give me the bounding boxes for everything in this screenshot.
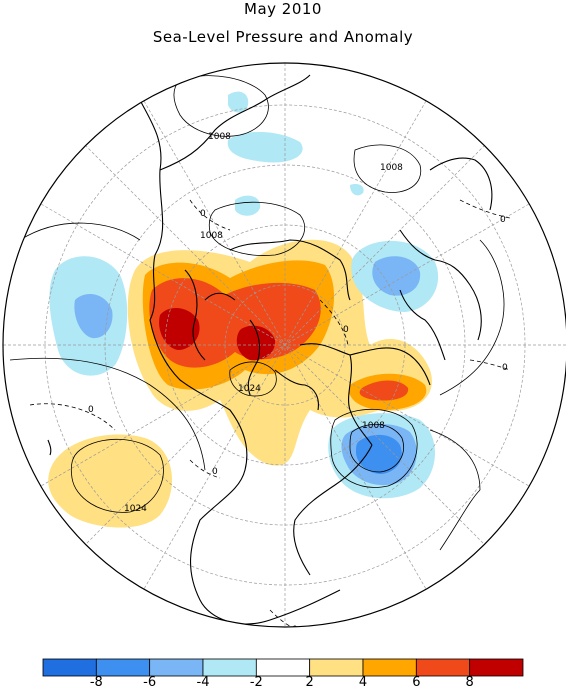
colorbar-tick-label: -8 bbox=[90, 675, 103, 688]
contour-label: 0 bbox=[343, 325, 349, 335]
colorbar-swatch bbox=[309, 658, 364, 677]
colorbar-tick-label: -6 bbox=[143, 675, 156, 688]
colorbar-swatch bbox=[42, 658, 97, 677]
contour-label: 0 bbox=[502, 363, 508, 373]
anomaly-positive-region bbox=[48, 434, 172, 528]
colorbar-swatch bbox=[255, 658, 311, 677]
graticule bbox=[3, 63, 566, 627]
map-subtitle: Sea-Level Pressure and Anomaly bbox=[152, 28, 414, 46]
colorbar-swatch bbox=[95, 658, 151, 677]
anomaly-positive-region bbox=[159, 308, 200, 350]
colorbar-tick-labels: -8 -6 -4 -2 2 4 6 8 bbox=[90, 675, 474, 688]
map-boundary bbox=[2, 62, 566, 628]
contour-label: 1008 bbox=[200, 231, 223, 241]
contour-label: 1024 bbox=[238, 384, 261, 394]
contour-label: 1008 bbox=[208, 132, 231, 142]
colorbar-tick-label: 2 bbox=[306, 675, 314, 688]
contour-label: 0 bbox=[212, 467, 218, 477]
anomaly-positive-region bbox=[149, 278, 321, 368]
contour-label: 1008 bbox=[362, 421, 385, 431]
colorbar-swatch bbox=[149, 658, 204, 677]
coastlines bbox=[47, 74, 493, 625]
contour-label: 0 bbox=[292, 625, 298, 635]
anomaly-negative-region bbox=[372, 256, 421, 296]
contour-label: 0 bbox=[200, 209, 206, 219]
colorbar-swatches bbox=[42, 658, 524, 677]
anomaly-positive-region bbox=[236, 325, 276, 361]
colorbar-swatch bbox=[362, 658, 417, 677]
slp-contours-dashed bbox=[29, 199, 511, 627]
colorbar-tick-label: 6 bbox=[412, 675, 420, 688]
contour-label: 0 bbox=[500, 215, 506, 225]
anomaly-shading-negative bbox=[49, 91, 439, 499]
anomaly-negative-region bbox=[235, 195, 261, 216]
contour-label: 1024 bbox=[124, 504, 147, 514]
colorbar-tick-label: 4 bbox=[359, 675, 367, 688]
anomaly-negative-region bbox=[74, 294, 113, 339]
map-title: May 2010 bbox=[244, 0, 322, 18]
anomaly-negative-region bbox=[350, 183, 364, 196]
colorbar-tick-label: -4 bbox=[197, 675, 210, 688]
contour-label: 1008 bbox=[380, 163, 403, 173]
anomaly-negative-region bbox=[227, 131, 303, 163]
slp-contours bbox=[9, 75, 505, 551]
colorbar-tick-label: -2 bbox=[250, 675, 263, 688]
colorbar-tick-label: 8 bbox=[466, 675, 474, 688]
colorbar-swatch bbox=[415, 658, 471, 677]
contour-label: 0 bbox=[88, 405, 94, 415]
anomaly-negative-region bbox=[356, 434, 402, 474]
colorbar-swatch bbox=[469, 658, 524, 677]
contour-labels: 1008 1008 1008 1024 1008 1024 0 0 0 0 0 … bbox=[88, 132, 508, 635]
colorbar-swatch bbox=[202, 658, 257, 677]
anomaly-negative-region bbox=[228, 91, 249, 113]
